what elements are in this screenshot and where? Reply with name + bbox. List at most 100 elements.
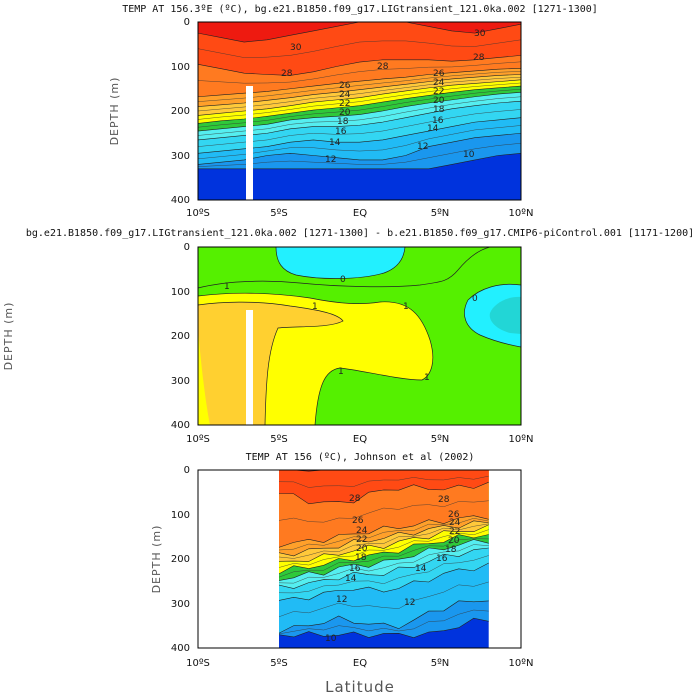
panel-2: bg.e21.B1850.f09_g17.LIGtransient_121.0k… [2, 228, 694, 445]
contour-label: 24 [433, 78, 445, 88]
y-tick-label: 300 [171, 151, 190, 162]
contour-line [279, 617, 489, 638]
y-tick-label: 0 [184, 465, 190, 476]
contour-line [279, 524, 489, 562]
panel-3-x-axis: 10ºS 5ºS EQ 5ºN 10ºN [186, 658, 533, 669]
contour-line [279, 529, 489, 568]
contour-label: 26 [339, 81, 351, 91]
panel-2-y-axis: DEPTH (m) 0 100 200 300 400 [2, 242, 190, 431]
contour-label: 20 [448, 536, 460, 546]
contour-label: 18 [337, 117, 349, 127]
contour-label: 16 [349, 564, 361, 574]
panel-3-y-axis-label: DEPTH (m) [150, 525, 163, 594]
x-tick-label: 10ºS [186, 208, 210, 219]
contour-line [279, 555, 489, 594]
x-tick-label: 5ºS [270, 208, 287, 219]
contour-line [279, 609, 489, 635]
contour-line-0 [275, 247, 406, 279]
panel-1-x-axis: 10ºS 5ºS EQ 5ºN 10ºN [186, 208, 533, 219]
panel-2-contour-fill [198, 247, 521, 425]
contour-line-1 [198, 292, 434, 425]
panel-2-title: bg.e21.B1850.f09_g17.LIGtransient_121.0k… [26, 228, 694, 239]
y-tick-label: 300 [171, 599, 190, 610]
contour-label: 28 [281, 69, 293, 79]
x-tick-label: 10ºS [186, 658, 210, 669]
panel-1-y-axis-label: DEPTH (m) [108, 77, 121, 146]
panel-1-title: TEMP AT 156.3ºE (ºC), bg.e21.B1850.f09_g… [122, 4, 598, 15]
x-tick-label: EQ [353, 208, 367, 219]
contour-label: 26 [433, 69, 445, 79]
contour-label: 24 [356, 526, 368, 536]
contour-line [279, 470, 489, 472]
contour-label: 22 [449, 527, 460, 537]
x-tick-label: 5ºN [431, 208, 450, 219]
contour-label: 1 [403, 302, 409, 312]
contour-band [279, 470, 489, 504]
panel-1-y-axis: DEPTH (m) 0 100 200 300 400 [108, 17, 190, 206]
panel-3-y-axis: DEPTH (m) 0 100 200 300 400 [150, 465, 190, 654]
contour-label: 28 [438, 495, 450, 505]
contour-line-0 [464, 283, 521, 348]
contour-line [279, 500, 489, 523]
contour-label: 1 [224, 282, 230, 292]
panel-3-contour-lines [279, 470, 489, 638]
y-tick-label: 400 [171, 643, 190, 654]
contour-label: 10 [463, 150, 475, 160]
panel-1-missing-data-gap [246, 86, 253, 200]
contour-label: 1 [424, 373, 430, 383]
y-tick-label: 100 [171, 62, 190, 73]
contour-label: 14 [329, 138, 341, 148]
contour-line [279, 518, 489, 551]
contour-line-2 [198, 301, 344, 425]
panel-2-frame [197, 246, 522, 426]
x-tick-label: 10ºN [509, 434, 534, 445]
contour-label: 12 [325, 155, 336, 165]
x-tick-label: 10ºS [186, 434, 210, 445]
x-tick-label: 5ºS [270, 658, 287, 669]
contour-label: 20 [339, 108, 351, 118]
y-tick-label: 200 [171, 554, 190, 565]
contour-line [279, 539, 489, 581]
y-tick-label: 200 [171, 106, 190, 117]
contour-label: 18 [355, 553, 367, 563]
region-anomaly-below-minus1 [489, 296, 521, 334]
x-tick-label: 10ºN [509, 658, 534, 669]
contour-line [279, 534, 489, 575]
contour-label: 26 [448, 510, 460, 520]
contour-line [198, 61, 521, 84]
x-tick-label: 10ºN [509, 208, 534, 219]
panel-3-title: TEMP AT 156 (ºC), Johnson et al (2002) [246, 452, 475, 463]
y-tick-label: 100 [171, 287, 190, 298]
panel-2-x-axis: 10ºS 5ºS EQ 5ºN 10ºN [186, 434, 533, 445]
y-tick-label: 100 [171, 510, 190, 521]
contour-line [279, 523, 489, 559]
contour-line [279, 547, 489, 589]
contour-line [279, 581, 489, 618]
y-tick-label: 0 [184, 17, 190, 28]
panel-1-frame [197, 21, 522, 201]
contour-label: 22 [356, 535, 367, 545]
contour-label: 30 [474, 29, 486, 39]
contour-line [198, 55, 521, 76]
contour-line [198, 39, 521, 58]
contour-label: 18 [445, 545, 457, 555]
contour-line [279, 600, 489, 634]
contour-line [279, 538, 489, 578]
contour-label: 10 [325, 634, 337, 644]
contour-label: 24 [449, 518, 461, 528]
contour-label: 22 [339, 99, 350, 109]
panel-3-contour-labels: 28 28 26 26 24 24 22 22 20 20 18 18 16 1… [325, 494, 461, 644]
contour-label: 26 [352, 516, 364, 526]
contour-line [279, 475, 489, 488]
y-tick-label: 400 [171, 420, 190, 431]
panel-2-contour-labels: 0 1 1 1 1 1 0 [224, 275, 478, 383]
contour-label: 16 [436, 554, 448, 564]
contour-label: 1 [338, 367, 344, 377]
contour-label: 0 [472, 294, 478, 304]
contour-label: 12 [336, 595, 347, 605]
contour-band [198, 22, 521, 43]
contour-line [279, 562, 489, 601]
contour-label: 16 [432, 116, 444, 126]
